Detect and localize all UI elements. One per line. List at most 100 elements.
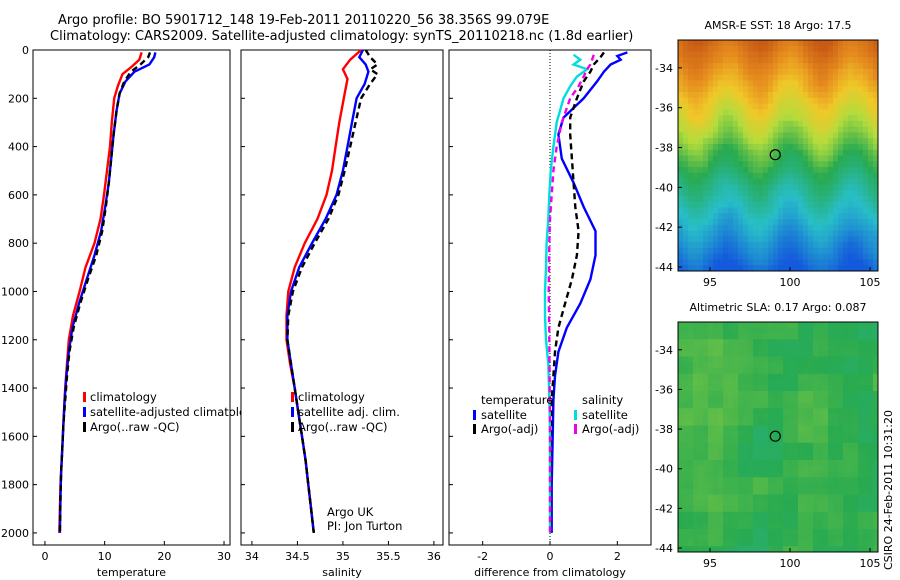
sst-map-cell xyxy=(838,132,844,139)
sla-map-cell xyxy=(813,442,819,449)
sst-map-cell xyxy=(708,80,714,87)
sla-map-cell xyxy=(683,454,689,461)
sst-map-cell xyxy=(768,138,774,145)
sst-map-cell xyxy=(768,86,774,93)
sst-map-cell xyxy=(718,265,724,272)
sla-map-cell xyxy=(718,534,724,541)
sla-map-cell xyxy=(798,391,804,398)
sst-map-cell xyxy=(763,91,769,99)
sst-map-cell xyxy=(728,242,734,249)
sst-map-cell xyxy=(798,195,804,203)
sla-map-cell xyxy=(678,339,684,346)
sla-map-cell xyxy=(753,488,759,495)
sst-map-cell xyxy=(743,126,749,133)
sst-map-cell xyxy=(868,126,874,133)
sst-map-cell xyxy=(693,236,699,243)
sla-map-cell xyxy=(688,350,694,357)
sla-map-cell xyxy=(713,460,719,467)
sla-map-cell xyxy=(818,419,824,426)
sla-map-cell xyxy=(873,414,879,421)
sla-map-cell xyxy=(783,339,789,346)
sst-map-cell xyxy=(753,80,759,87)
sst-map-cell xyxy=(763,103,769,110)
sla-map-cell xyxy=(788,431,794,438)
sst-map-cell xyxy=(773,265,779,272)
sla-map-cell xyxy=(863,506,869,513)
sst-map-cell xyxy=(848,57,854,64)
sla-map-cell xyxy=(693,373,699,380)
sst-map-cell xyxy=(818,190,824,197)
sst-map-cell xyxy=(743,230,749,237)
sst-map-cell xyxy=(773,172,779,180)
sst-map-cell xyxy=(688,68,694,76)
sst-map-cell xyxy=(803,74,809,81)
sst-map-cell xyxy=(803,265,809,272)
sst-map-cell xyxy=(768,126,774,133)
sst-map-cell xyxy=(703,265,709,272)
sst-map-cell xyxy=(738,109,744,116)
sst-map-cell xyxy=(718,91,724,99)
sla-map-cell xyxy=(818,437,824,444)
sla-map-cell xyxy=(693,402,699,409)
sst-map-cell xyxy=(718,184,724,191)
sst-map-cell xyxy=(848,190,854,197)
sla-map-cell xyxy=(748,546,754,553)
sst-map-cell xyxy=(863,109,869,116)
sla-map-cell xyxy=(873,391,879,398)
sst-map-cell xyxy=(858,138,864,145)
sla-map-cell xyxy=(868,465,874,472)
sst-map-cell xyxy=(803,253,809,260)
sst-map-cell xyxy=(698,97,704,104)
sst-map-cell xyxy=(738,236,744,243)
sst-map-cell xyxy=(793,74,799,81)
sla-map-cell xyxy=(863,523,869,530)
sla-map-cell xyxy=(838,494,844,501)
sst-map-cell xyxy=(718,195,724,203)
sla-map-cell xyxy=(823,362,829,369)
sst-map-cell xyxy=(858,253,864,260)
sla-lat-label: -42 xyxy=(655,502,673,515)
sla-map-cell xyxy=(808,356,814,363)
sla-map-cell xyxy=(868,373,874,380)
sla-map-cell xyxy=(788,477,794,484)
sla-map-cell xyxy=(733,500,739,507)
sla-map-cell xyxy=(713,368,719,375)
sst-map-cell xyxy=(693,230,699,237)
sst-map-cell xyxy=(738,224,744,231)
sst-map-cell xyxy=(853,155,859,162)
sst-map-cell xyxy=(748,63,754,70)
sla-map-cell xyxy=(678,322,684,329)
sst-map-cell xyxy=(728,97,734,104)
sla-map-cell xyxy=(763,350,769,357)
sla-map-cell xyxy=(868,362,874,369)
sst-map-cell xyxy=(708,45,714,52)
sst-map-cell xyxy=(858,213,864,220)
sst-map-cell xyxy=(798,230,804,237)
sla-map-cell xyxy=(738,333,744,340)
sla-map-cell xyxy=(713,494,719,501)
sla-map-cell xyxy=(868,517,874,524)
sla-map-cell xyxy=(778,483,784,490)
sla-map-cell xyxy=(838,414,844,421)
sst-map-cell xyxy=(813,253,819,260)
sst-map-cell xyxy=(713,149,719,156)
sst-map-cell xyxy=(678,161,684,168)
sst-map-cell xyxy=(828,167,834,174)
sst-map-cell xyxy=(758,132,764,139)
sst-map-cell xyxy=(688,207,694,214)
sla-lat-label: -44 xyxy=(655,542,673,555)
sst-map-cell xyxy=(808,167,814,174)
sst-map-cell xyxy=(808,97,814,104)
sst-map-cell xyxy=(783,74,789,81)
sst-map-cell xyxy=(793,230,799,237)
sla-map-cell xyxy=(788,356,794,363)
sla-map-cell xyxy=(748,454,754,461)
sst-map-cell xyxy=(798,236,804,243)
sst-map-cell xyxy=(803,167,809,174)
sla-map-cell xyxy=(848,460,854,467)
sla-map-cell xyxy=(818,511,824,518)
sst-map-cell xyxy=(753,230,759,237)
sst-map-cell xyxy=(773,74,779,81)
sst-map-cell xyxy=(843,259,849,266)
sla-map-cell xyxy=(723,511,729,518)
